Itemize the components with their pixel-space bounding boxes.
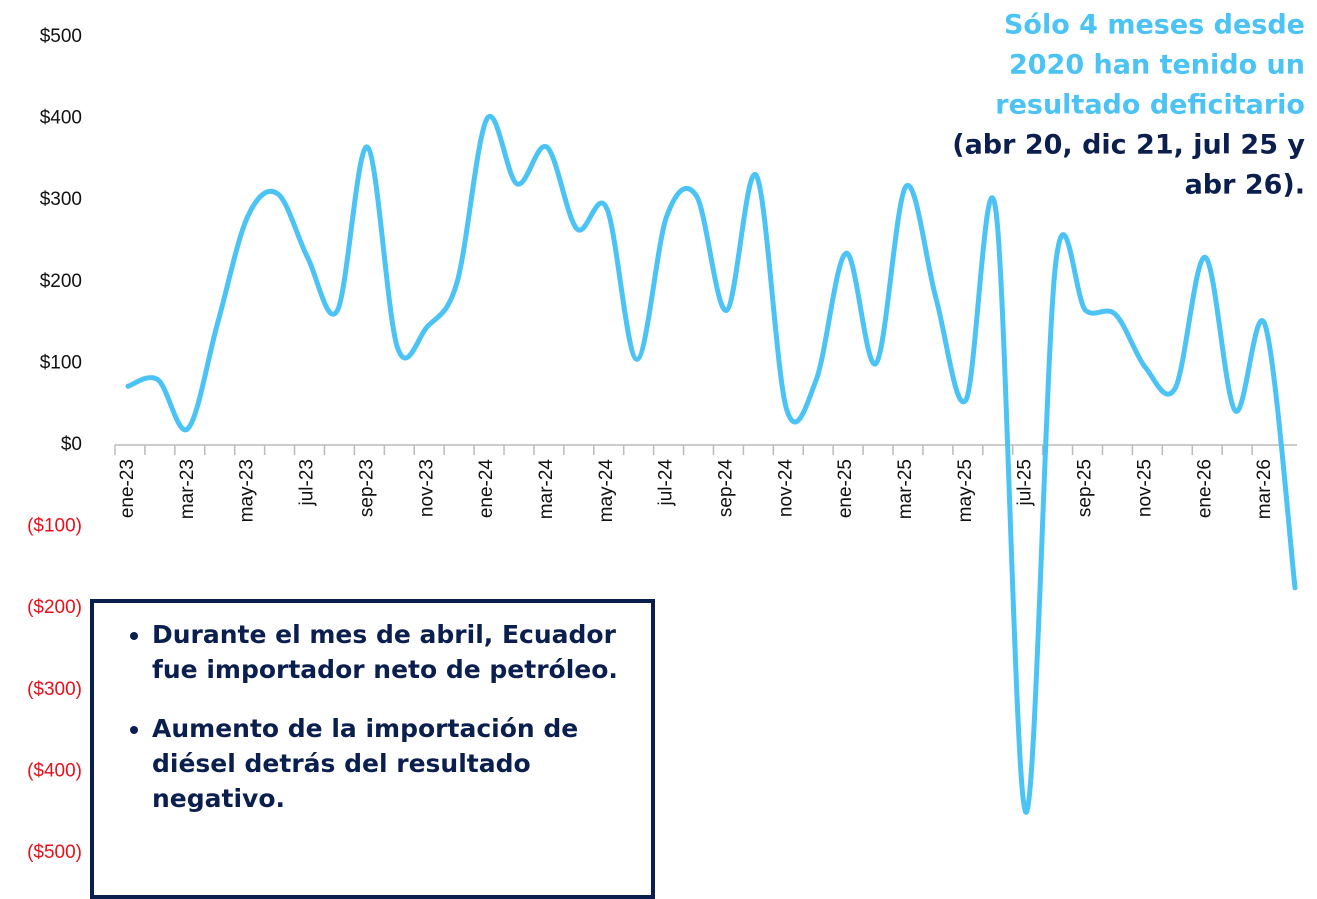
- note: Aumento de la importación de diésel detr…: [152, 711, 641, 816]
- x-tick-label: sep-23: [356, 459, 377, 517]
- annotation-line: abr 26).: [1185, 170, 1305, 201]
- annotation-line: 2020 han tenido un: [1009, 50, 1305, 81]
- annotation-line: Sólo 4 meses desde: [1004, 10, 1305, 41]
- y-tick-label: $300: [40, 189, 82, 210]
- x-tick-label: ene-24: [476, 459, 497, 519]
- x-tick-label: nov-23: [416, 459, 437, 517]
- y-tick-label: ($500): [27, 842, 82, 863]
- annotation-line: (abr 20, dic 21, jul 25 y: [952, 130, 1305, 161]
- x-tick-label: may-23: [237, 459, 258, 522]
- x-tick-label: ene-25: [835, 459, 856, 518]
- x-tick-label: mar-25: [895, 459, 916, 519]
- x-tick-label: jul-23: [297, 459, 318, 506]
- y-tick-label: $400: [40, 108, 82, 129]
- x-tick-label: mar-26: [1254, 459, 1275, 519]
- x-tick-label: jul-25: [1015, 459, 1036, 506]
- y-tick-label: ($100): [27, 516, 82, 537]
- y-tick-label: $0: [61, 434, 82, 455]
- x-tick-label: ene-23: [117, 459, 138, 518]
- x-tick-label: may-24: [596, 459, 617, 523]
- x-tick-label: mar-24: [536, 459, 557, 520]
- x-tick-label: sep-24: [715, 459, 736, 518]
- y-tick-label: ($300): [27, 679, 82, 700]
- y-tick-label: ($200): [27, 597, 82, 618]
- x-tick-label: nov-24: [775, 459, 796, 518]
- x-tick-label: jul-24: [656, 459, 677, 507]
- x-tick-label: ene-26: [1194, 459, 1215, 518]
- note: Durante el mes de abril, Ecuador fue imp…: [152, 617, 641, 687]
- annotation-line: resultado deficitario: [995, 90, 1305, 121]
- x-tick-label: nov-25: [1134, 459, 1155, 517]
- y-tick-label: $200: [40, 271, 82, 292]
- x-tick-label: mar-23: [177, 459, 198, 519]
- y-tick-label: $500: [40, 26, 82, 47]
- notes-box: Durante el mes de abril, Ecuador fue imp…: [90, 599, 655, 899]
- notes-list: Durante el mes de abril, Ecuador fue imp…: [114, 617, 641, 816]
- y-tick-label: $100: [40, 352, 82, 373]
- x-tick-label: sep-25: [1075, 459, 1096, 517]
- y-tick-label: ($400): [27, 760, 82, 781]
- x-tick-label: may-25: [955, 459, 976, 522]
- line-series: [125, 113, 1298, 815]
